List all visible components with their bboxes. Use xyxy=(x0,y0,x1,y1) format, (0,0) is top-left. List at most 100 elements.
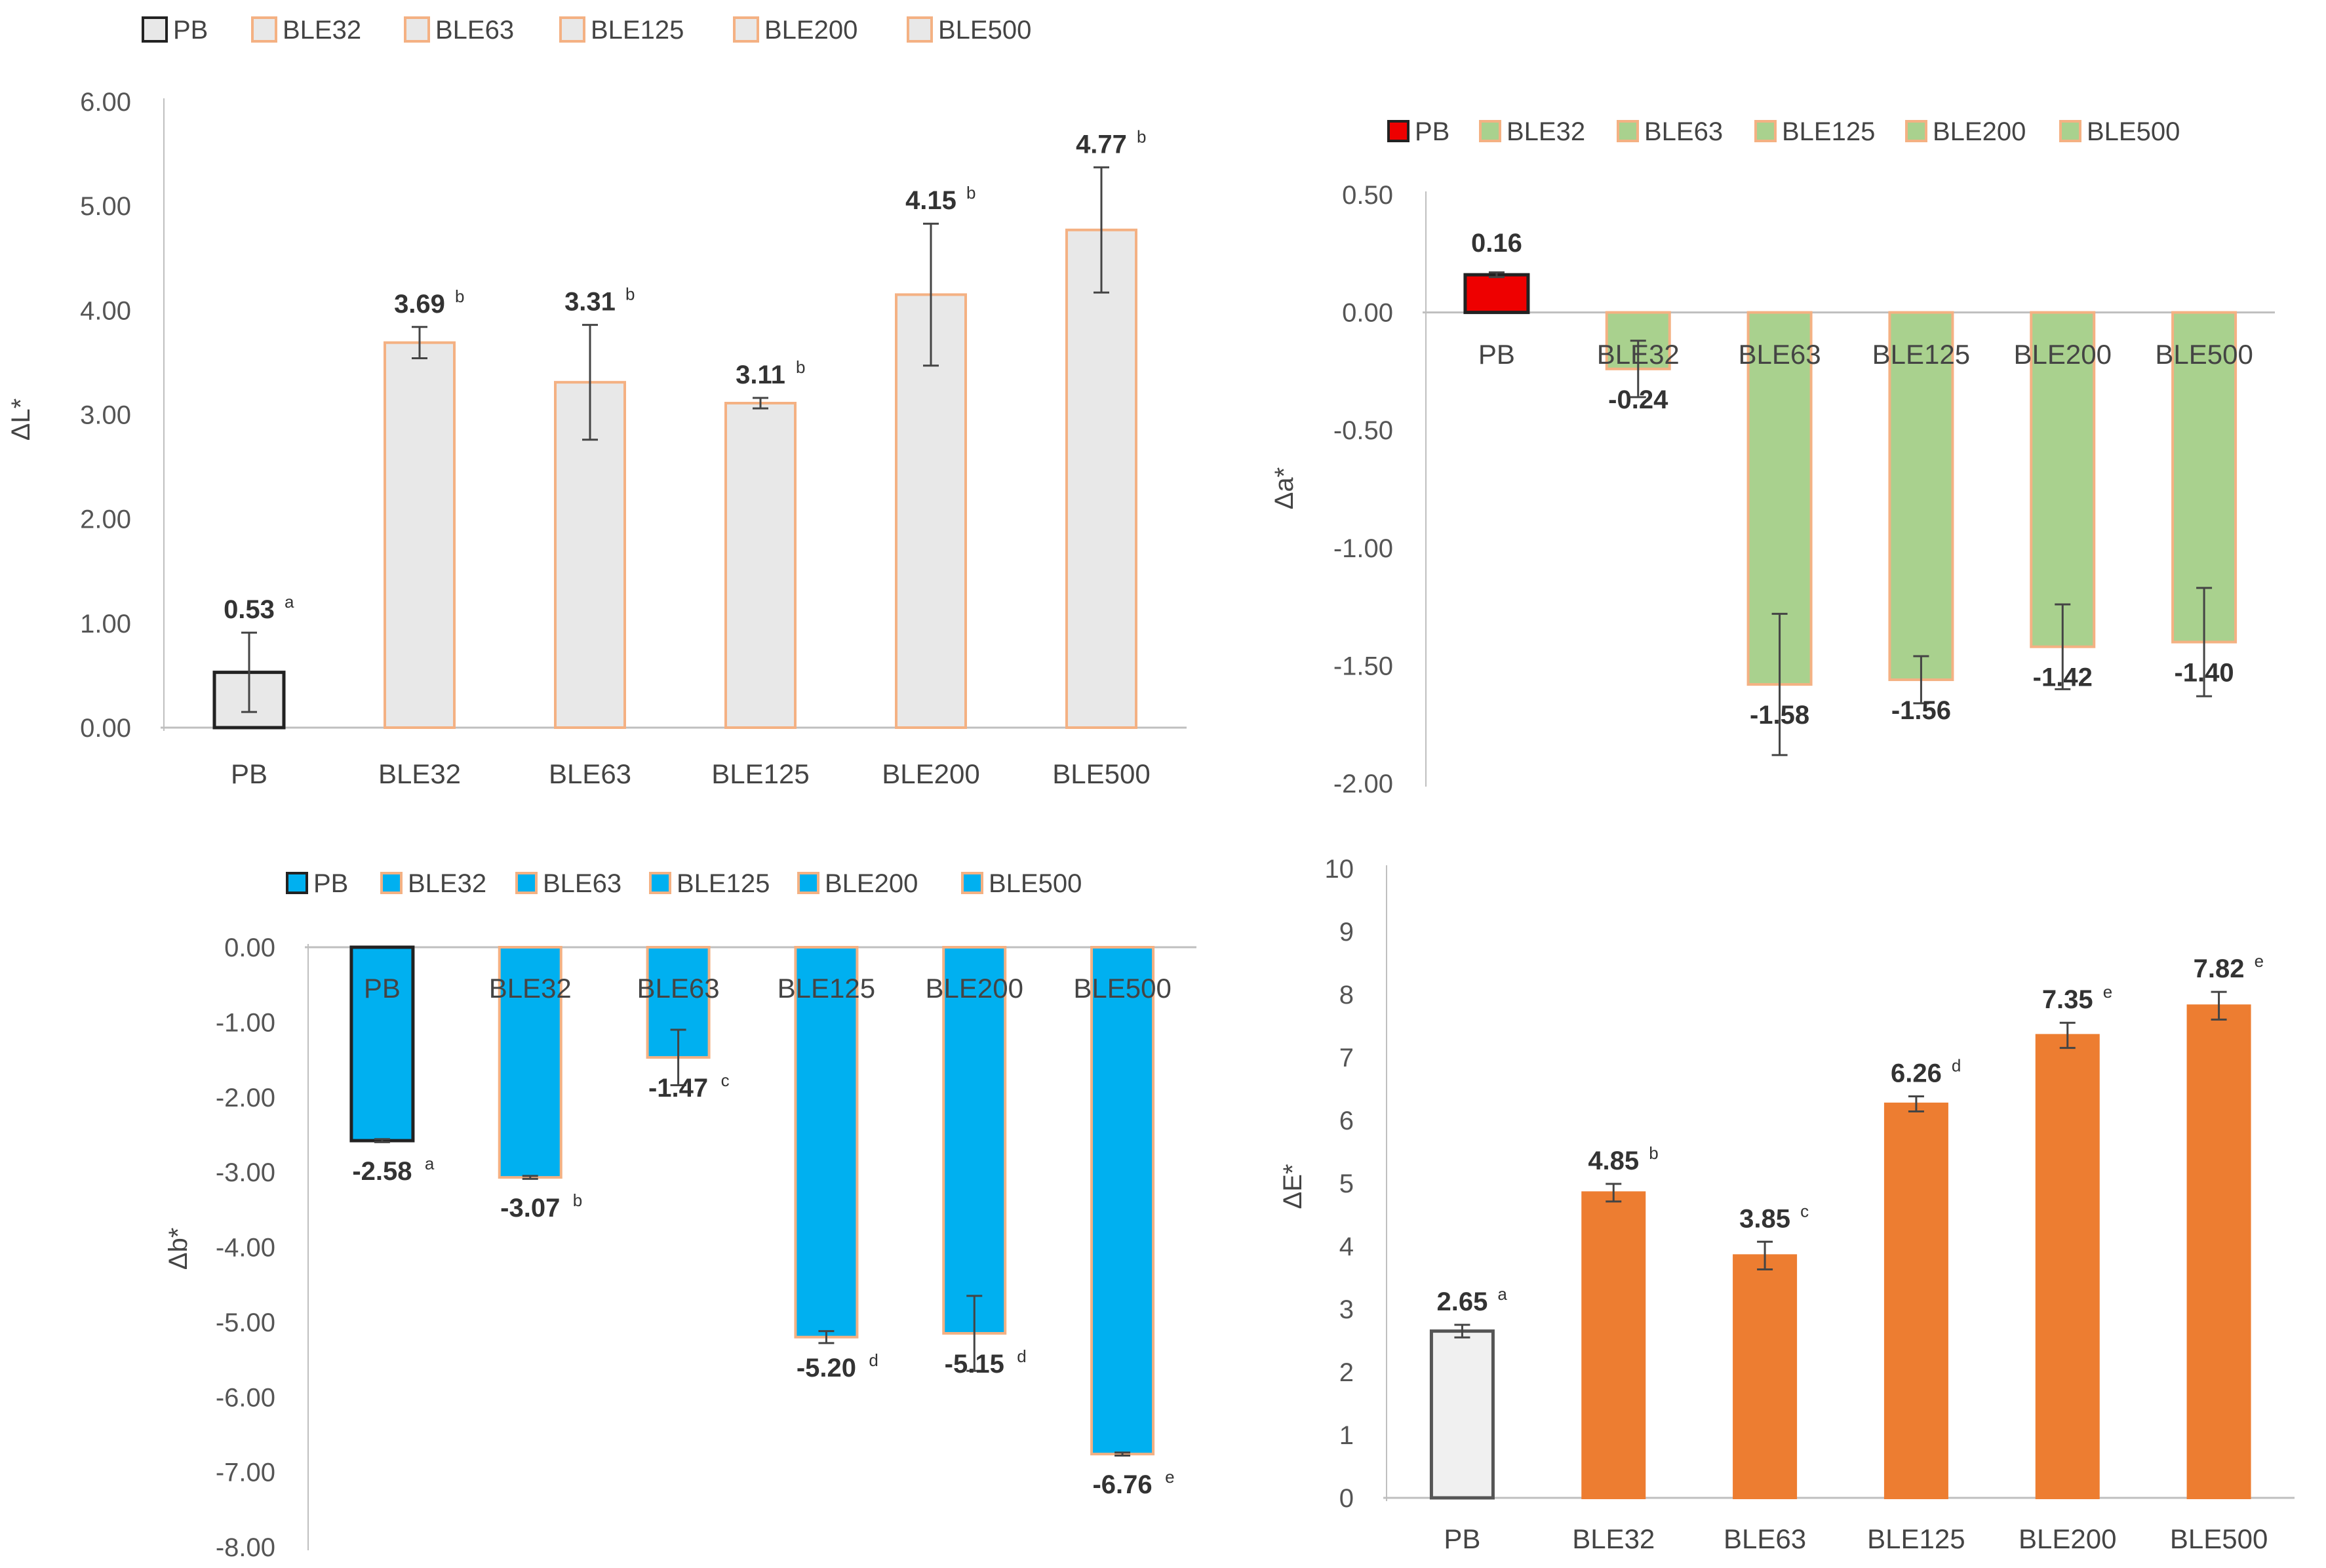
legend-label: PB xyxy=(173,16,208,45)
data-label: 4.77 xyxy=(1076,130,1127,159)
data-label: 4.15 xyxy=(905,186,956,215)
data-label: 3.31 xyxy=(564,288,616,317)
legend-label: BLE500 xyxy=(938,16,1031,45)
y-tick-label: 6.00 xyxy=(80,88,131,117)
legend-swatch xyxy=(961,872,983,894)
x-tick-label: PB xyxy=(1444,1523,1480,1554)
y-tick-label: -4.00 xyxy=(216,1234,275,1263)
data-label: -1.42 xyxy=(2033,663,2093,692)
legend-label: BLE500 xyxy=(2087,117,2180,146)
y-tick-label: -2.00 xyxy=(216,1084,275,1112)
y-tick-label: -6.00 xyxy=(216,1383,275,1412)
bar-ble500 xyxy=(1065,228,1137,729)
data-label: 4.85 xyxy=(1588,1147,1639,1175)
x-tick-label: BLE125 xyxy=(711,758,809,789)
significance-letter: a xyxy=(425,1154,435,1173)
y-tick-label: 5 xyxy=(1339,1169,1354,1198)
y-tick-label: -0.50 xyxy=(1333,416,1393,445)
data-label: 6.26 xyxy=(1891,1059,1942,1088)
legend-label: BLE32 xyxy=(283,16,361,45)
legend-label: BLE200 xyxy=(825,869,918,898)
y-tick-label: -3.00 xyxy=(216,1158,275,1187)
data-label: 0.16 xyxy=(1471,229,1522,258)
legend-swatch xyxy=(251,16,277,43)
x-tick-label: BLE63 xyxy=(1739,339,1821,370)
significance-letter: a xyxy=(1497,1284,1507,1304)
legend-label: BLE125 xyxy=(677,869,770,898)
y-tick-label: 0.00 xyxy=(1342,299,1393,328)
legend-label: BLE63 xyxy=(1644,117,1723,146)
bar-ble500 xyxy=(2186,1004,2251,1499)
x-tick-label: BLE200 xyxy=(926,973,1023,1004)
legend-swatch xyxy=(559,16,585,43)
data-label: 7.35 xyxy=(2042,985,2093,1014)
legend-label: BLE200 xyxy=(1933,117,2026,146)
y-tick-label: -1.00 xyxy=(216,1008,275,1037)
legend-swatch xyxy=(404,16,430,43)
legend-swatch xyxy=(515,872,538,894)
bar-ble125 xyxy=(1888,311,1954,681)
significance-letter: e xyxy=(1165,1467,1174,1487)
significance-letter: b xyxy=(796,357,805,377)
y-tick-label: 0.50 xyxy=(1342,181,1393,210)
data-label: 3.69 xyxy=(394,290,445,319)
data-label: 3.11 xyxy=(736,361,785,389)
data-label: -0.24 xyxy=(1608,385,1668,414)
x-tick-label: PB xyxy=(231,758,267,789)
y-tick-label: -2.00 xyxy=(1333,770,1393,798)
y-tick-label: -5.00 xyxy=(216,1308,275,1337)
data-label: -5.20 xyxy=(797,1354,856,1382)
bar-ble32 xyxy=(384,341,456,729)
significance-letter: b xyxy=(455,286,464,306)
data-label: 2.65 xyxy=(1436,1287,1488,1316)
panel-delta-l: 0.00 1.00 2.00 3.00 4.00 5.00 6.00 ΔL* PB BLE32 BL… xyxy=(7,16,1187,789)
data-label: -1.58 xyxy=(1750,701,1809,730)
legend-swatch xyxy=(286,872,308,894)
y-tick-label: 1.00 xyxy=(80,610,131,638)
y-tick-label: 1 xyxy=(1339,1421,1354,1450)
significance-letter: d xyxy=(1952,1056,1961,1076)
data-label: 7.82 xyxy=(2194,954,2245,983)
y-tick-label: 5.00 xyxy=(80,192,131,221)
bar-ble125 xyxy=(1883,1103,1948,1500)
significance-letter: d xyxy=(869,1350,878,1370)
x-tick-label: BLE125 xyxy=(1867,1523,1965,1554)
legend-label: BLE125 xyxy=(591,16,684,45)
legend-swatch xyxy=(142,16,168,43)
legend-swatch xyxy=(733,16,759,43)
y-tick-label: 2.00 xyxy=(80,505,131,534)
bar-pb xyxy=(1463,273,1530,315)
y-tick-label: 9 xyxy=(1339,918,1354,947)
significance-letter: b xyxy=(1137,127,1146,146)
legend-swatch xyxy=(380,872,403,894)
bar-ble500 xyxy=(1090,946,1155,1456)
data-label: -1.47 xyxy=(648,1074,708,1103)
data-label: -2.58 xyxy=(352,1157,412,1186)
significance-letter: c xyxy=(721,1070,730,1090)
x-tick-label: BLE200 xyxy=(882,758,979,789)
legend-swatch xyxy=(1387,120,1409,142)
bar-ble125 xyxy=(724,401,797,729)
bar-ble32 xyxy=(498,946,562,1179)
bar-ble200 xyxy=(895,293,967,730)
x-tick-label: BLE125 xyxy=(778,973,875,1004)
legend-swatch xyxy=(649,872,671,894)
bar-pb xyxy=(1429,1329,1495,1500)
panel-delta-e: 0 1 2 3 4 5 6 7 8 9 10 ΔE* PB BLE32 BLE63 BLE125 BLE200 B… xyxy=(1278,855,2295,1554)
x-tick-label: BLE63 xyxy=(1724,1523,1806,1554)
bar-ble63 xyxy=(1733,1254,1798,1500)
legend-swatch xyxy=(797,872,819,894)
x-tick-label: PB xyxy=(364,973,401,1004)
legend-label: BLE32 xyxy=(408,869,486,898)
y-tick-label: 0.00 xyxy=(224,933,275,962)
legend-swatch xyxy=(1905,120,1927,142)
y-tick-label: 4 xyxy=(1339,1232,1354,1261)
bar-ble200 xyxy=(942,946,1007,1335)
x-tick-label: PB xyxy=(1478,339,1515,370)
data-label: -3.07 xyxy=(500,1194,560,1223)
legend-swatch xyxy=(2059,120,2081,142)
y-tick-label: -8.00 xyxy=(216,1533,275,1562)
y-tick-label: 3.00 xyxy=(80,401,131,430)
legend-label: BLE63 xyxy=(543,869,621,898)
y-tick-label: 0.00 xyxy=(80,714,131,743)
